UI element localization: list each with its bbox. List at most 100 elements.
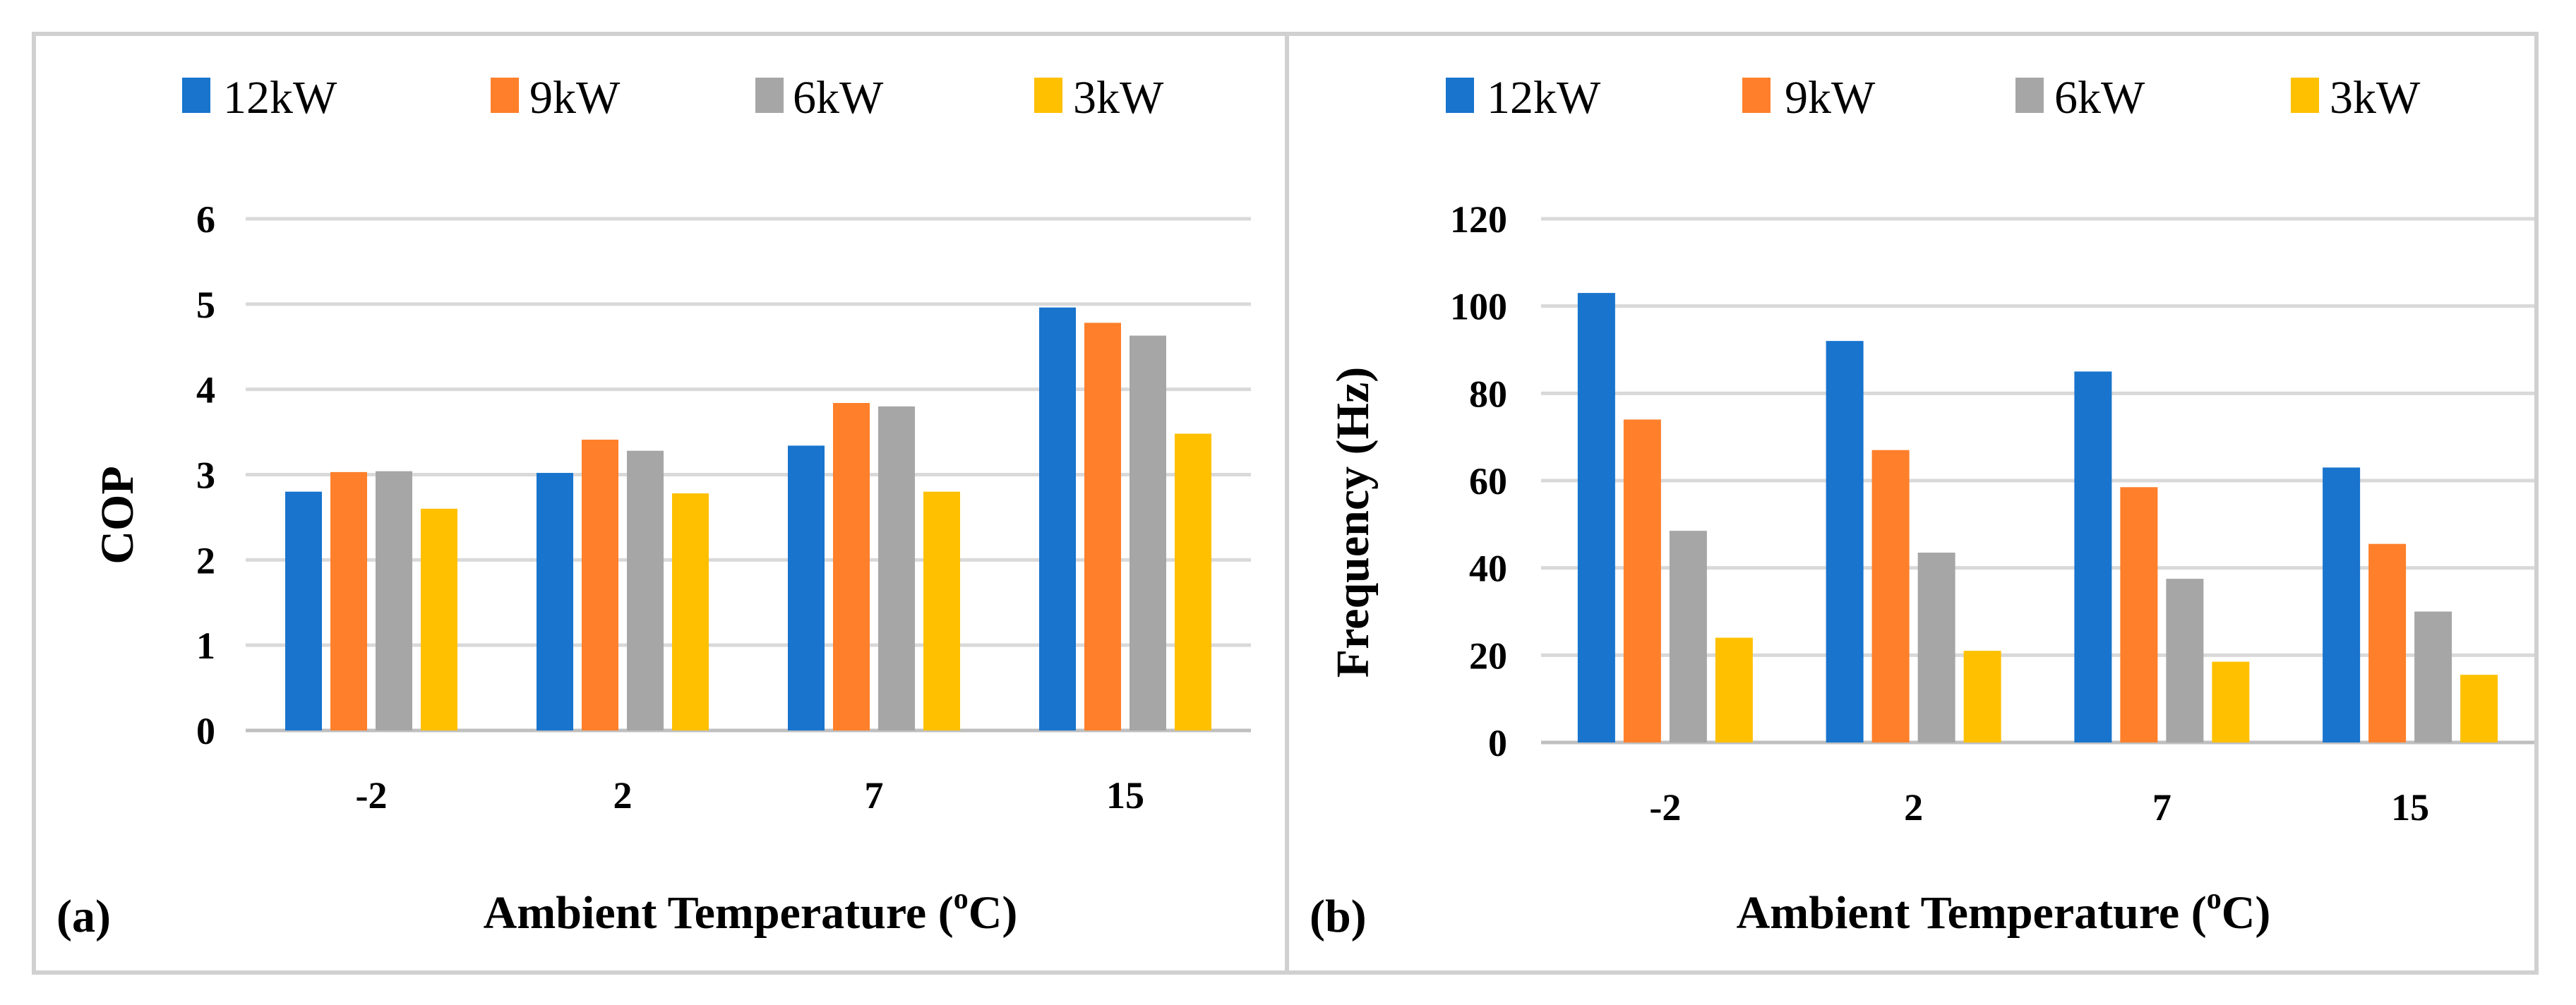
legend-a-swatch-3kw (1034, 78, 1062, 113)
y-tick-label: 6 (196, 198, 215, 241)
legend-b-swatch-9kw (1742, 78, 1771, 113)
bar-9kw-2 (1871, 450, 1910, 742)
x-tick-label: -2 (356, 774, 388, 817)
bar-9kw--2 (1623, 419, 1661, 742)
y-tick-label: 80 (1469, 373, 1507, 415)
y-axis-label-a: COP (92, 466, 143, 564)
legend-a-label-12kw: 12kW (223, 72, 337, 124)
y-tick-label: 100 (1450, 286, 1507, 328)
grid-a (246, 217, 1251, 733)
legend-a-label-6kw: 6kW (793, 72, 884, 124)
bar-9kw-2 (582, 439, 618, 730)
legend-b-item-12kw: 12kW (1446, 72, 1601, 124)
x-axis-label-a-main: Ambient Temperature ( (484, 887, 954, 939)
legend-b-swatch-3kw (2291, 78, 2319, 113)
bar-3kw-15 (2460, 675, 2498, 742)
x-tick-label: 2 (613, 774, 633, 817)
x-tick-labels-a: -2 2 7 15 (356, 774, 1144, 817)
y-tick-label: 0 (196, 710, 215, 752)
bar-12kw--2 (285, 491, 322, 730)
y-tick-label: 40 (1469, 548, 1507, 590)
bar-6kw-2 (1917, 553, 1955, 742)
y-axis-label-b: Frequency (Hz) (1327, 367, 1379, 678)
bar-9kw-7 (2120, 487, 2158, 742)
legend-b-label-9kw: 9kW (1785, 72, 1876, 124)
bar-6kw-7 (878, 406, 915, 730)
bar-12kw-2 (537, 473, 573, 730)
bar-12kw--2 (1577, 293, 1615, 742)
bar-3kw-15 (1175, 433, 1211, 730)
bar-9kw-7 (833, 403, 870, 730)
bar-12kw-7 (2074, 371, 2112, 742)
x-axis-label-b: Ambient Temperature (oC) (1737, 883, 2271, 939)
y-tick-label: 120 (1450, 198, 1507, 241)
bar-9kw-15 (1084, 323, 1121, 731)
bar-12kw-7 (788, 445, 825, 730)
x-axis-label-b-sup: o (2207, 883, 2222, 915)
legend-a-item-3kw: 3kW (1034, 72, 1164, 124)
x-tick-label: 2 (1904, 786, 1923, 829)
y-tick-label: 5 (196, 284, 215, 326)
bar-9kw--2 (330, 471, 367, 730)
legend-a-swatch-6kw (755, 78, 784, 113)
x-axis-label-b-main: Ambient Temperature ( (1737, 887, 2207, 939)
bar-3kw-2 (672, 493, 709, 730)
bar-6kw-15 (2414, 611, 2452, 742)
legend-a-swatch-12kw (182, 78, 210, 113)
y-tick-label: 0 (1488, 722, 1507, 764)
bar-6kw-2 (627, 450, 664, 730)
legend-b-swatch-6kw (2015, 78, 2044, 113)
x-tick-label: -2 (1649, 786, 1681, 829)
x-tick-label: 7 (2152, 786, 2171, 829)
legend-a-swatch-9kw (491, 78, 519, 113)
bar-3kw-7 (923, 491, 960, 730)
legend-b: 12kW 9kW 6kW 3kW (1446, 72, 2421, 124)
legend-a: 12kW 9kW 6kW 3kW (182, 72, 1164, 124)
legend-b-swatch-12kw (1446, 78, 1474, 113)
y-tick-labels-a: 0 1 2 3 4 5 6 (196, 198, 215, 752)
bar-3kw--2 (421, 508, 457, 730)
y-tick-label: 1 (196, 625, 215, 667)
y-tick-label: 3 (196, 455, 215, 497)
y-tick-label: 20 (1469, 634, 1507, 677)
y-tick-labels-b: 0 20 40 60 80 100 120 (1450, 198, 1507, 764)
legend-b-label-3kw: 3kW (2330, 72, 2421, 124)
x-tick-label: 15 (1106, 774, 1144, 817)
y-tick-label: 4 (196, 369, 215, 411)
legend-b-item-6kw: 6kW (2015, 72, 2145, 124)
bar-12kw-15 (1039, 307, 1076, 731)
x-axis-label-a: Ambient Temperature (oC) (484, 883, 1018, 939)
bar-3kw-7 (2212, 661, 2250, 742)
bar-3kw-2 (1963, 651, 2001, 742)
legend-b-label-6kw: 6kW (2054, 72, 2145, 124)
x-axis-label-a-end: C) (969, 887, 1018, 939)
legend-a-item-6kw: 6kW (755, 72, 884, 124)
y-tick-label: 60 (1469, 460, 1507, 502)
x-axis-label-a-sup: o (954, 883, 969, 915)
bar-6kw--2 (376, 471, 412, 730)
bar-6kw-15 (1130, 335, 1166, 731)
panel-label-b: (b) (1310, 891, 1367, 942)
legend-b-item-9kw: 9kW (1742, 72, 1876, 124)
bar-12kw-15 (2323, 467, 2361, 742)
x-tick-labels-b: -2 2 7 15 (1649, 786, 2429, 829)
legend-b-label-12kw: 12kW (1487, 72, 1601, 124)
y-tick-label: 2 (196, 539, 215, 582)
legend-b-item-3kw: 3kW (2291, 72, 2421, 124)
bar-6kw--2 (1669, 531, 1707, 742)
bar-12kw-2 (1826, 341, 1864, 743)
bar-3kw--2 (1715, 637, 1753, 742)
bars-b (1577, 293, 2498, 743)
legend-a-item-9kw: 9kW (491, 72, 621, 124)
x-tick-label: 7 (865, 774, 884, 817)
legend-a-item-12kw: 12kW (182, 72, 337, 124)
legend-a-label-3kw: 3kW (1073, 72, 1164, 124)
x-tick-label: 15 (2391, 786, 2429, 829)
bar-6kw-7 (2166, 579, 2204, 742)
bar-9kw-15 (2368, 543, 2407, 742)
panel-label-a: (a) (56, 891, 111, 942)
legend-a-label-9kw: 9kW (529, 72, 621, 124)
x-axis-label-b-end: C) (2222, 887, 2271, 939)
